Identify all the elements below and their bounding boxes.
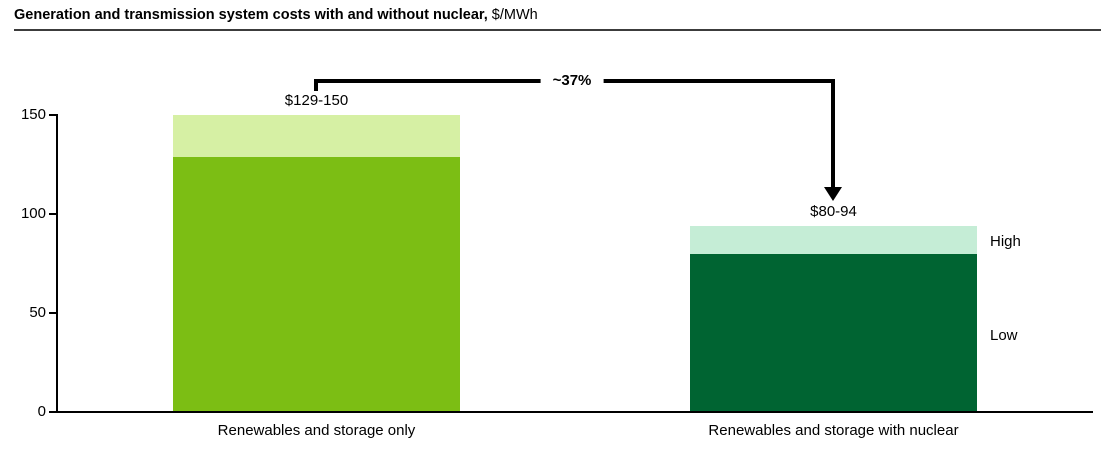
bar-segment-low [173, 156, 460, 412]
chart-title: Generation and transmission system costs… [14, 7, 538, 23]
y-axis-tick [49, 213, 57, 215]
y-axis-line [56, 114, 58, 413]
bar-range-label: $129-150 [284, 92, 349, 109]
x-axis-line [56, 411, 1093, 413]
y-axis-tick-label: 0 [37, 403, 46, 420]
bar-segment-low [690, 253, 977, 412]
bar-segment-high [173, 115, 460, 157]
x-axis-category-label: Renewables and storage with nuclear [708, 422, 959, 439]
title-rule [14, 29, 1101, 31]
y-axis-tick [49, 411, 57, 413]
y-axis-tick-label: 150 [20, 106, 46, 123]
reduction-arrow-shaft [831, 79, 835, 188]
chart-title-text: Generation and transmission system costs… [14, 7, 488, 23]
x-axis-category-label: Renewables and storage only [217, 422, 416, 439]
chart-unit-label: $/MWh [491, 7, 538, 23]
bar-range-label: $80-94 [810, 202, 857, 220]
reduction-arrow-head-icon [824, 187, 842, 201]
reduction-arrow-start-stub [314, 79, 318, 91]
legend-high-label: High [990, 233, 1021, 250]
reduction-percentage-label: ~37% [540, 71, 604, 90]
y-axis-tick-label: 50 [29, 304, 46, 321]
y-axis-tick-label: 100 [20, 205, 46, 222]
legend-low-label: Low [990, 327, 1018, 344]
y-axis-tick [49, 312, 57, 314]
bar-segment-high [690, 225, 977, 254]
y-axis-tick [49, 114, 57, 116]
